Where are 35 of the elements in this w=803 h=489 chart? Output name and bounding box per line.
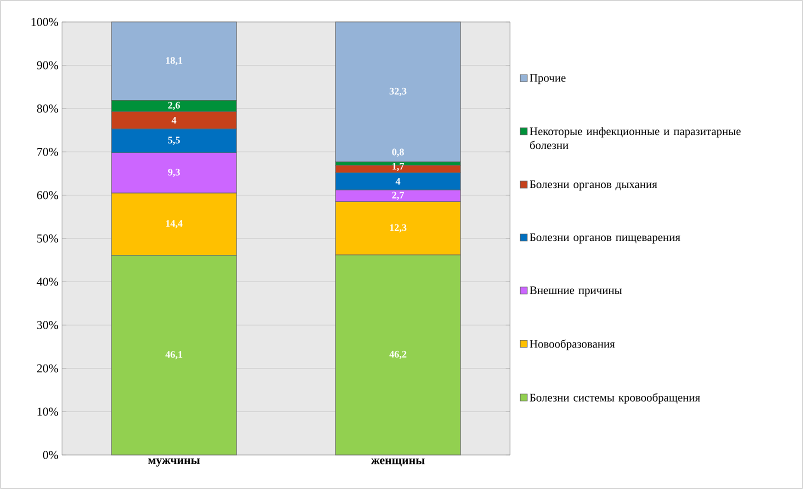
- y-tick-label: 40%: [36, 278, 58, 286]
- y-tick-label: 0%: [43, 450, 58, 460]
- legend-label: Новообразования: [530, 339, 615, 350]
- data-label: 9,3: [168, 168, 180, 177]
- data-label: 2,6: [168, 102, 180, 110]
- y-tick-label: 70%: [37, 148, 58, 156]
- data-label: 5,5: [168, 136, 180, 145]
- legend-label: Болезни органов пищеварения: [530, 234, 680, 244]
- data-label: 1,7: [392, 162, 404, 172]
- data-label: 46,2: [389, 350, 406, 360]
- y-tick-label: 30%: [37, 321, 58, 330]
- y-tick-label: 60%: [37, 191, 58, 200]
- y-tick-label: 90%: [36, 61, 58, 70]
- data-label: 4: [396, 178, 400, 185]
- y-tick-label: 10%: [38, 408, 58, 416]
- data-label: 2,7: [392, 192, 404, 200]
- data-label: 46,1: [165, 351, 182, 360]
- y-tick-label: 80%: [37, 104, 58, 113]
- legend-label: Болезни органов дыхания: [530, 180, 658, 190]
- y-tick-label: 20%: [37, 364, 58, 372]
- x-tick-label: мужчины: [148, 458, 200, 467]
- data-label: 0,8: [392, 148, 404, 157]
- data-label: 14,4: [166, 220, 183, 228]
- data-label: 4: [172, 116, 176, 124]
- data-label: 12,3: [390, 224, 406, 232]
- data-label: 32,3: [390, 88, 406, 96]
- legend-label: Болезни системы кровообращения: [530, 393, 700, 404]
- legend-label: Внешние причины: [530, 286, 622, 296]
- data-label: 18,1: [166, 57, 182, 66]
- legend-label: Некоторые инфекционные и паразитарные болезни: [530, 127, 741, 150]
- legend-label: Прочие: [530, 74, 566, 84]
- y-tick-label: 100%: [32, 18, 58, 26]
- bar: [335, 22, 461, 162]
- y-tick-label: 50%: [37, 234, 58, 243]
- x-tick-label: женщины: [371, 458, 425, 466]
